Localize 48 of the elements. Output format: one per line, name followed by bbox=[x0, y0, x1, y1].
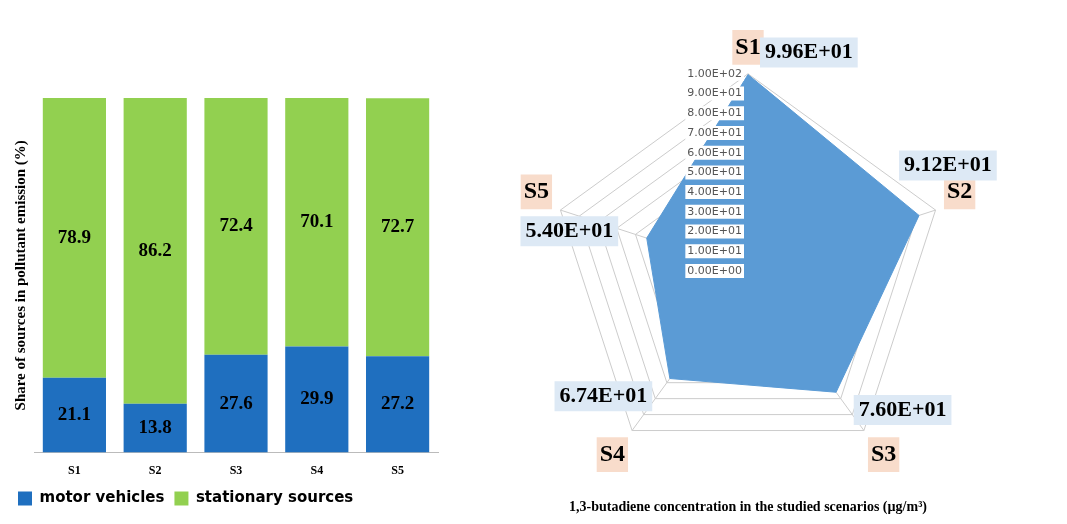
y-tick-label: 7.00E+01 bbox=[687, 125, 742, 139]
bar bbox=[285, 346, 349, 453]
bar bbox=[42, 377, 106, 453]
y-tick-label: 9.00E+01 bbox=[687, 86, 742, 100]
data-label: 78.9 bbox=[57, 225, 92, 247]
data-label: 27.6 bbox=[219, 391, 253, 413]
y-tick-label: 2.00E+01 bbox=[687, 224, 742, 238]
data-label: 72.7 bbox=[380, 215, 415, 237]
y-tick-label: 1.00E+02 bbox=[687, 66, 742, 80]
y-tick-label: 8.00E+01 bbox=[687, 106, 742, 120]
data-label: 13.8 bbox=[138, 416, 172, 438]
x-tick-label: S3 bbox=[229, 462, 243, 477]
bar bbox=[123, 98, 187, 404]
data-label: 29.9 bbox=[300, 387, 334, 409]
data-label: 86.2 bbox=[138, 238, 172, 260]
bar bbox=[42, 98, 106, 378]
y-tick-label: 1.00E+01 bbox=[687, 244, 742, 258]
legend-label: stationary sources bbox=[195, 488, 354, 507]
data-label: 27.2 bbox=[380, 392, 415, 414]
y-tick-label: 4.00E+01 bbox=[687, 184, 742, 198]
bar bbox=[366, 356, 430, 453]
spoke-label: S1 bbox=[735, 32, 761, 59]
x-tick-label: S1 bbox=[68, 462, 81, 477]
x-tick-label: S2 bbox=[148, 462, 162, 477]
spoke-label: S2 bbox=[946, 177, 973, 204]
y-axis-title: Share of sources in pollutant emission (%) bbox=[11, 140, 29, 411]
data-label: 6.74E+01 bbox=[559, 382, 648, 408]
data-label: 9.12E+01 bbox=[904, 151, 992, 177]
data-label: 9.96E+01 bbox=[765, 38, 853, 64]
bar bbox=[366, 98, 430, 357]
data-label: 72.4 bbox=[219, 214, 254, 236]
bar bbox=[204, 98, 268, 355]
x-tick-label: S4 bbox=[310, 462, 324, 477]
y-tick-label: 0.00E+00 bbox=[687, 263, 742, 277]
y-tick-label: 3.00E+01 bbox=[687, 204, 742, 218]
bar bbox=[285, 98, 349, 347]
bar bbox=[123, 403, 187, 453]
legend-label: motor vehicles bbox=[39, 488, 165, 507]
data-label: 21.1 bbox=[57, 403, 92, 425]
spoke-label: S5 bbox=[523, 177, 550, 204]
bar bbox=[204, 354, 268, 453]
y-tick-label: 5.00E+01 bbox=[687, 165, 742, 179]
x-tick-label: S5 bbox=[391, 462, 404, 477]
data-label: 5.40E+01 bbox=[525, 216, 614, 242]
text: 1,3-butadiene concentration in the studied scenarios (µg/m³) bbox=[569, 499, 928, 516]
data-label: 7.60E+01 bbox=[858, 395, 947, 421]
data-label: 70.1 bbox=[300, 210, 334, 232]
y-tick-label: 6.00E+01 bbox=[687, 145, 742, 159]
